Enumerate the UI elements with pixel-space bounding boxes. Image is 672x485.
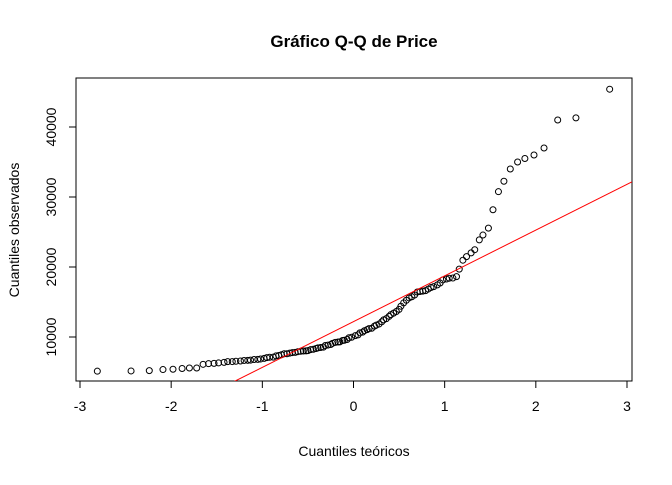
point xyxy=(232,357,240,365)
point xyxy=(459,256,467,264)
y-tick-label: 10000 xyxy=(43,317,59,356)
x-tick-label: 3 xyxy=(623,398,631,414)
point xyxy=(489,206,497,214)
point xyxy=(93,367,101,375)
point xyxy=(378,318,386,326)
point xyxy=(484,224,492,232)
plot-area xyxy=(93,85,632,381)
point xyxy=(205,360,213,368)
point xyxy=(185,364,193,372)
point xyxy=(506,165,514,173)
point xyxy=(178,365,186,373)
point xyxy=(254,355,262,363)
point xyxy=(210,359,218,367)
point xyxy=(530,151,538,159)
x-tick-label: 1 xyxy=(441,398,449,414)
point xyxy=(145,367,153,375)
point xyxy=(540,144,548,152)
point xyxy=(521,154,529,162)
point xyxy=(449,274,457,282)
point xyxy=(236,357,244,365)
point xyxy=(309,345,317,353)
point xyxy=(169,365,177,373)
point xyxy=(319,343,327,351)
y-tick-label: 30000 xyxy=(43,177,59,216)
point xyxy=(220,358,228,366)
point xyxy=(572,114,580,122)
x-axis-label: Cuantiles teóricos xyxy=(298,443,409,459)
point xyxy=(455,265,463,273)
y-tick-label: 20000 xyxy=(43,247,59,286)
point xyxy=(228,358,236,366)
point xyxy=(266,353,274,361)
point xyxy=(348,333,356,341)
point xyxy=(606,85,614,93)
point xyxy=(299,347,307,355)
point xyxy=(127,367,135,375)
point xyxy=(494,188,502,196)
point xyxy=(345,334,353,342)
point xyxy=(479,231,487,239)
x-tick-label: -1 xyxy=(256,398,269,414)
point xyxy=(193,364,201,372)
point xyxy=(514,158,522,166)
point xyxy=(475,236,483,244)
chart-title: Gráfico Q-Q de Price xyxy=(270,32,437,51)
point xyxy=(430,283,438,291)
point xyxy=(159,366,167,374)
point xyxy=(246,356,254,364)
point xyxy=(317,344,325,352)
x-tick-label: 2 xyxy=(532,398,540,414)
point xyxy=(385,312,393,320)
y-tick-label: 40000 xyxy=(43,107,59,146)
point xyxy=(500,177,508,185)
point xyxy=(224,358,232,366)
x-tick-label: 0 xyxy=(350,398,358,414)
point xyxy=(356,329,364,337)
point xyxy=(467,249,475,257)
x-tick-label: -3 xyxy=(74,398,87,414)
y-axis-label: Cuantiles observados xyxy=(6,163,22,298)
reference-line xyxy=(234,181,632,381)
point xyxy=(331,338,339,346)
point xyxy=(257,355,265,363)
point xyxy=(324,341,332,349)
point xyxy=(445,274,453,282)
x-tick-label: -2 xyxy=(165,398,178,414)
plot-box xyxy=(75,77,633,382)
point xyxy=(463,253,471,261)
point xyxy=(471,246,479,254)
point xyxy=(554,116,562,124)
point xyxy=(453,273,461,281)
